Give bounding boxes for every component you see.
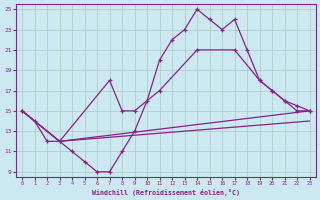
X-axis label: Windchill (Refroidissement éolien,°C): Windchill (Refroidissement éolien,°C)	[92, 189, 240, 196]
